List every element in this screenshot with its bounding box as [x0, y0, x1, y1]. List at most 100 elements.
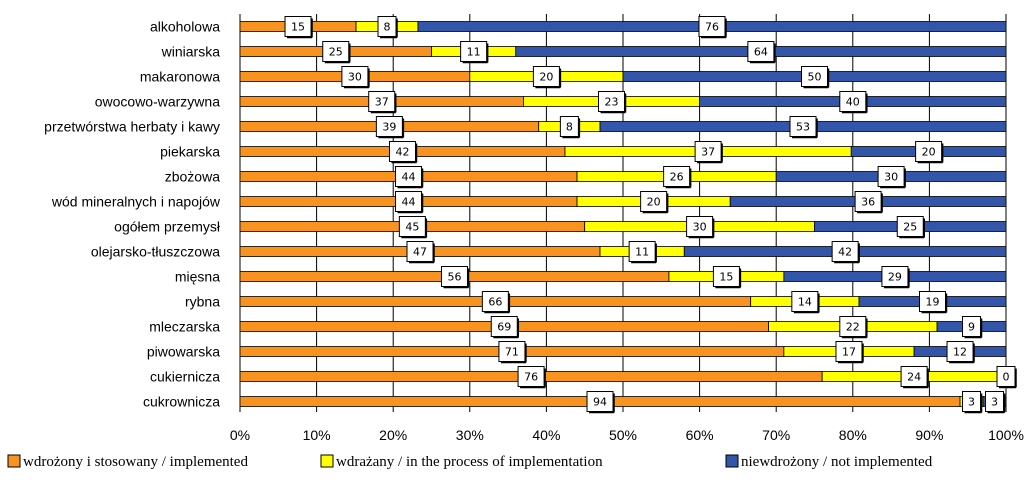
data-label: 36 [861, 196, 875, 209]
data-label: 45 [405, 221, 419, 234]
data-label-box [877, 166, 905, 187]
data-label-box [377, 16, 397, 37]
data-label-box [801, 66, 828, 87]
data-label: 69 [497, 321, 511, 334]
data-label: 14 [798, 296, 812, 309]
data-label-box [375, 116, 403, 137]
data-label: 42 [395, 146, 409, 159]
data-label: 44 [402, 196, 416, 209]
data-label-box [831, 241, 859, 262]
data-label: 25 [329, 46, 343, 59]
data-label-box [368, 91, 396, 112]
data-label: 56 [447, 271, 461, 284]
data-label: 24 [907, 371, 921, 384]
data-label: 40 [846, 96, 860, 109]
data-label-box [896, 216, 924, 237]
data-label: 30 [693, 221, 707, 234]
data-label-box [900, 366, 928, 387]
data-label-box [395, 191, 423, 212]
x-tick-label: 50% [609, 427, 637, 443]
data-label: 64 [754, 46, 768, 59]
data-label-box [398, 216, 426, 237]
data-label-box [698, 16, 726, 37]
data-label-box [747, 41, 775, 62]
data-label-box [996, 366, 1016, 387]
category-labels: alkoholowa winiarska makaronowa owocowo-war… [44, 19, 221, 410]
category-label: mleczarska [149, 319, 220, 335]
data-label: 39 [382, 121, 396, 134]
data-label: 50 [808, 71, 822, 84]
x-tick-label: 80% [839, 427, 867, 443]
data-label: 3 [968, 396, 975, 409]
data-label-box [839, 91, 867, 112]
category-label: winiarska [161, 44, 221, 60]
data-label-box [395, 166, 423, 187]
data-label: 37 [701, 146, 715, 159]
x-axis-ticks: 0% 10% 20% 30% 40% 50% 60% 70% 80% 90% 100% [230, 427, 1024, 443]
data-label-box [686, 216, 714, 237]
data-label-box [640, 191, 668, 212]
data-label-box [663, 166, 691, 187]
data-label: 3 [991, 396, 998, 409]
data-label-box [791, 291, 819, 312]
category-label: mięsna [175, 269, 220, 285]
data-label-box [854, 191, 882, 212]
category-label: olejarsko-tłuszczowa [91, 244, 220, 260]
data-label-box [628, 241, 656, 262]
data-label-box [881, 266, 909, 287]
data-label: 20 [539, 71, 553, 84]
data-label-box [440, 266, 468, 287]
data-label: 23 [605, 96, 619, 109]
data-label: 8 [384, 21, 391, 34]
category-label: piwowarska [147, 344, 220, 360]
data-label: 19 [925, 296, 939, 309]
data-label: 76 [705, 21, 719, 34]
data-label-box [341, 66, 369, 87]
data-label-box [481, 291, 509, 312]
category-label: rybna [185, 294, 220, 310]
data-label-box [388, 141, 416, 162]
data-label: 11 [635, 246, 649, 259]
data-label: 76 [524, 371, 538, 384]
category-label: ogółem przemysł [114, 219, 221, 235]
data-label-box [532, 66, 560, 87]
data-label: 17 [842, 346, 856, 359]
category-label: piekarska [160, 144, 220, 160]
category-label: cukrownicza [143, 394, 220, 410]
category-label: alkoholowa [150, 19, 220, 35]
data-label-box [915, 141, 943, 162]
data-label: 37 [375, 96, 389, 109]
data-label-box [694, 141, 722, 162]
data-label-box [598, 91, 626, 112]
data-label-box [835, 341, 863, 362]
category-label: przetwórstwa herbaty i kawy [44, 119, 220, 135]
data-label: 71 [505, 346, 519, 359]
data-label-box [789, 116, 817, 137]
data-label-box [406, 241, 434, 262]
data-label-box [322, 41, 350, 62]
data-label-box [517, 366, 545, 387]
data-label: 44 [402, 171, 416, 184]
category-label: zbożowa [165, 169, 220, 185]
x-tick-label: 60% [686, 427, 714, 443]
data-label: 15 [719, 271, 733, 284]
data-label-box [839, 316, 867, 337]
data-label-box [946, 341, 974, 362]
data-label: 20 [647, 196, 661, 209]
data-label: 0 [1003, 371, 1010, 384]
data-label-box [490, 316, 518, 337]
data-label: 22 [846, 321, 860, 334]
x-tick-label: 30% [456, 427, 484, 443]
data-label-box [962, 316, 982, 337]
data-label-box [962, 391, 982, 412]
category-label: makaronowa [140, 69, 220, 85]
legend-label: wdrożony i stosowany / implemented [23, 454, 248, 470]
data-label: 42 [838, 246, 852, 259]
category-label: wód mineralnych i napojów [51, 194, 221, 210]
legend-swatch [725, 454, 739, 468]
data-label: 12 [953, 346, 967, 359]
x-tick-label: 70% [762, 427, 790, 443]
data-label: 9 [968, 321, 975, 334]
